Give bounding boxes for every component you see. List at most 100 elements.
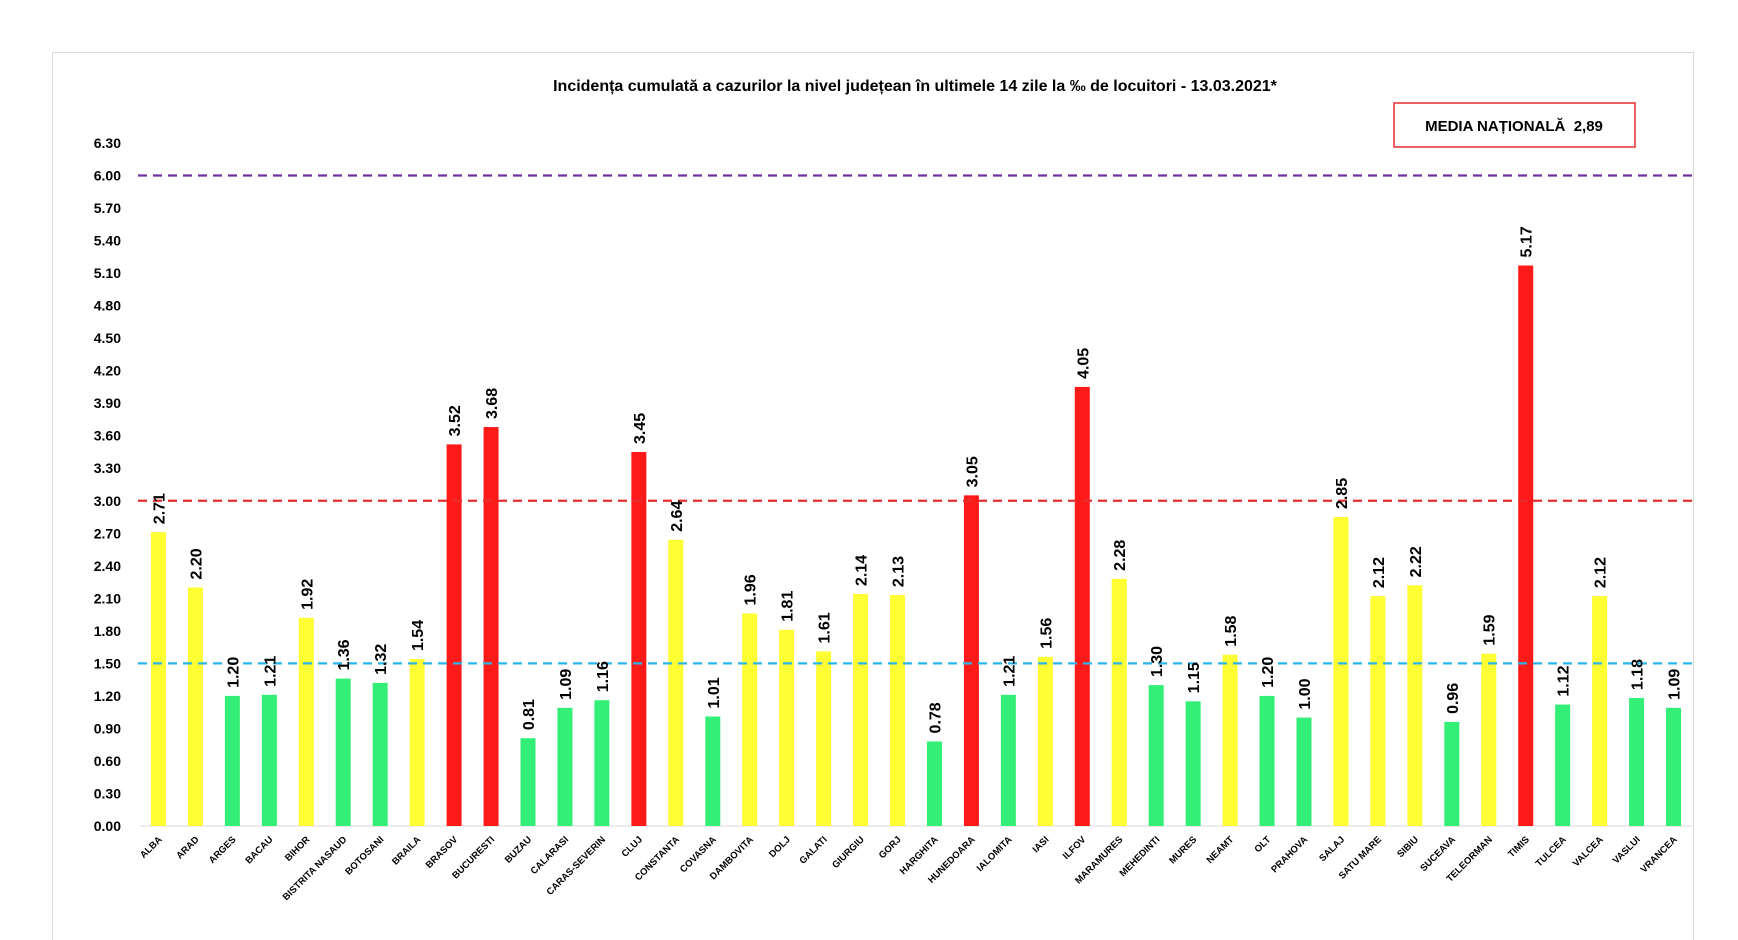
data-label: 2.14	[854, 555, 871, 586]
data-label: 1.20	[225, 657, 242, 688]
data-label: 0.78	[927, 702, 944, 733]
data-label: 1.16	[595, 661, 612, 692]
y-tick-label: 6.00	[94, 168, 121, 184]
data-label: 1.21	[1001, 656, 1018, 687]
x-tick-label: GALATI	[797, 834, 829, 866]
data-label: 1.81	[780, 591, 797, 622]
bar-ialomita	[1000, 694, 1016, 826]
data-label: 2.64	[669, 501, 686, 532]
bar-cluj	[631, 451, 647, 826]
chart-frame	[52, 52, 1694, 940]
x-tick-label: BIHOR	[283, 834, 313, 864]
bar-mehedinti	[1148, 685, 1164, 826]
data-label: 1.54	[410, 620, 427, 651]
y-tick-label: 5.70	[94, 200, 121, 216]
bar-salaj	[1333, 517, 1349, 826]
data-label: 2.20	[188, 548, 205, 579]
data-label: 1.59	[1482, 614, 1499, 645]
data-label: 1.92	[299, 579, 316, 610]
bar-calarasi	[557, 707, 573, 826]
x-tick-label: IALOMITA	[975, 834, 1015, 874]
bar-satu-mare	[1370, 596, 1386, 826]
national-average-label: MEDIA NAȚIONALĂ 2,89	[1425, 118, 1603, 135]
data-label: 1.21	[262, 656, 279, 687]
x-tick-label: BOTOSANI	[343, 834, 386, 877]
data-label: 1.09	[558, 669, 575, 700]
x-tick-label: NEAMT	[1205, 834, 1237, 866]
bar-arad	[187, 587, 203, 826]
bar-maramures	[1111, 578, 1127, 826]
x-tick-label: VRANCEA	[1639, 834, 1680, 875]
data-label: 1.96	[743, 574, 760, 605]
x-tick-label: SIBIU	[1395, 834, 1421, 860]
y-tick-label: 4.80	[94, 298, 121, 314]
bar-arges	[224, 695, 240, 826]
data-label: 0.81	[521, 699, 538, 730]
x-tick-label: TULCEA	[1534, 834, 1569, 869]
y-tick-label: 3.30	[94, 460, 121, 476]
y-tick-label: 5.40	[94, 233, 121, 249]
bar-iasi	[1037, 656, 1053, 826]
chart-title: Incidența cumulată a cazurilor la nivel …	[553, 78, 1278, 95]
y-tick-label: 3.90	[94, 395, 121, 411]
bar-suceava	[1444, 721, 1460, 826]
data-label: 1.09	[1667, 669, 1684, 700]
data-label: 3.52	[447, 405, 464, 436]
bar-bihor	[298, 617, 314, 826]
x-tick-label: VASLUI	[1611, 834, 1643, 866]
data-label: 1.18	[1630, 659, 1647, 690]
data-label: 2.12	[1593, 557, 1610, 588]
y-tick-label: 0.90	[94, 720, 121, 736]
x-tick-label: BRASOV	[424, 834, 461, 871]
y-tick-label: 1.80	[94, 623, 121, 639]
x-tick-label: GIURGIU	[830, 834, 867, 871]
data-label: 2.28	[1112, 540, 1129, 571]
y-tick-label: 2.40	[94, 558, 121, 574]
data-label: 1.32	[373, 644, 390, 675]
data-label: 1.20	[1260, 657, 1277, 688]
bar-gorj	[890, 595, 906, 826]
bar-ilfov	[1074, 386, 1090, 826]
bar-timis	[1518, 265, 1534, 826]
bar-caras-severin	[594, 700, 610, 826]
data-label: 2.22	[1408, 546, 1425, 577]
bar-alba	[150, 532, 166, 826]
x-tick-label: CLUJ	[620, 834, 645, 859]
data-label: 2.71	[151, 493, 168, 524]
y-tick-label: 1.20	[94, 688, 121, 704]
x-tick-label: BUZAU	[503, 834, 534, 865]
data-label: 1.30	[1149, 646, 1166, 677]
data-label: 5.17	[1519, 226, 1536, 257]
data-label: 1.61	[817, 612, 834, 643]
x-tick-label: ILFOV	[1061, 834, 1089, 862]
y-tick-label: 0.00	[94, 818, 121, 834]
bar-brasov	[446, 444, 462, 826]
x-tick-label: ALBA	[138, 834, 165, 861]
data-label: 3.05	[964, 456, 981, 487]
bar-botosani	[372, 682, 388, 826]
bar-galati	[816, 651, 832, 826]
bar-bucuresti	[483, 427, 499, 826]
bar-hunedoara	[963, 495, 979, 826]
y-tick-label: 1.50	[94, 655, 121, 671]
bar-bacau	[261, 694, 277, 826]
bar-valcea	[1592, 596, 1608, 826]
data-label: 1.01	[706, 677, 723, 708]
bar-constanta	[668, 539, 684, 826]
x-tick-label: VALCEA	[1571, 834, 1606, 869]
x-tick-label: BRAILA	[390, 834, 423, 867]
x-tick-label: PRAHOVA	[1269, 834, 1310, 875]
data-label: 1.15	[1186, 662, 1203, 693]
bar-covasna	[705, 716, 721, 826]
y-tick-label: 4.50	[94, 330, 121, 346]
bar-buzau	[520, 738, 536, 826]
y-tick-label: 2.10	[94, 590, 121, 606]
bar-olt	[1259, 695, 1275, 826]
data-label: 1.58	[1223, 615, 1240, 646]
y-tick-label: 2.70	[94, 525, 121, 541]
bar-vrancea	[1666, 707, 1682, 826]
x-tick-label: IASI	[1031, 834, 1052, 855]
data-label: 1.56	[1038, 618, 1055, 649]
x-tick-label: DOLJ	[767, 834, 793, 860]
bar-mures	[1185, 701, 1201, 826]
